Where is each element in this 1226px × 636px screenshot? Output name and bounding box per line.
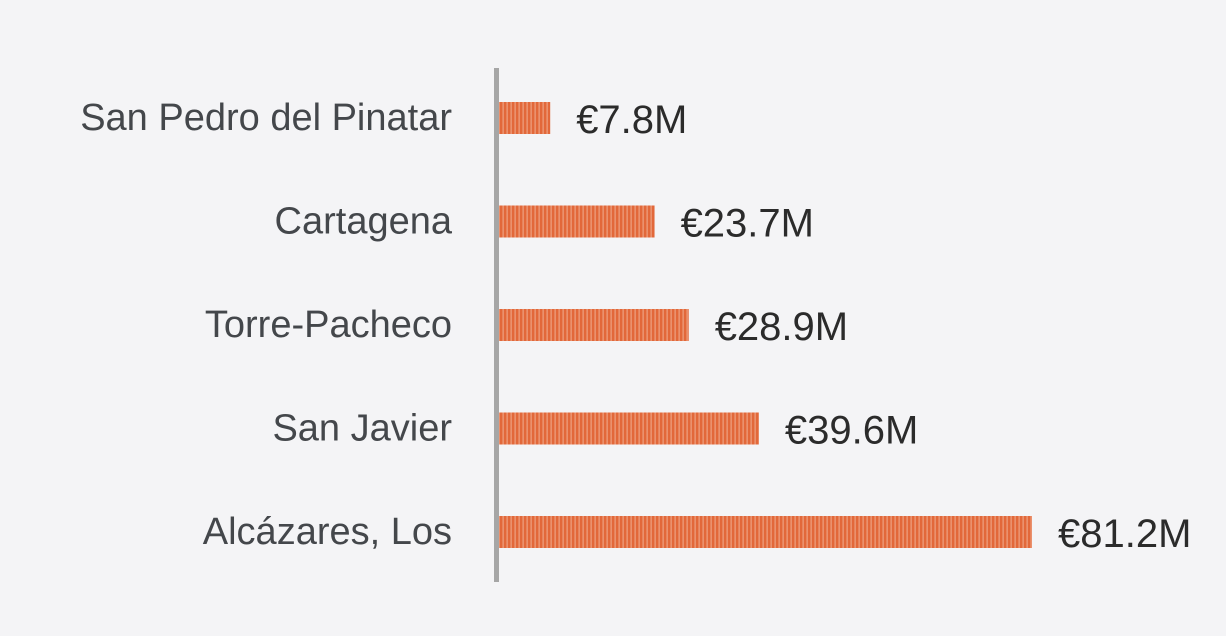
bar-cartagena	[499, 205, 655, 238]
value-label-cartagena: €23.7M	[681, 202, 814, 246]
bar-san-javier	[499, 412, 759, 445]
category-label-san-javier: San Javier	[272, 408, 452, 450]
bar-alc-zares-los	[499, 516, 1032, 548]
category-label-alc-zares-los: Alcázares, Los	[203, 511, 452, 553]
bar-san-pedro-del-pinatar	[499, 102, 551, 134]
value-label-san-javier: €39.6M	[785, 409, 918, 453]
bars-layer	[499, 102, 1032, 548]
category-label-cartagena: Cartagena	[275, 201, 453, 243]
labels-layer: San Pedro del Pinatar €7.8M Cartagena €23.7…	[80, 97, 1191, 556]
value-label-torre-pacheco: €28.9M	[715, 305, 848, 349]
value-label-san-pedro-del-pinatar: €7.8M	[576, 98, 687, 142]
value-label-alc-zares-los: €81.2M	[1058, 512, 1191, 556]
category-label-san-pedro-del-pinatar: San Pedro del Pinatar	[80, 97, 452, 139]
bar-torre-pacheco	[499, 309, 689, 341]
category-label-torre-pacheco: Torre-Pacheco	[205, 304, 452, 346]
